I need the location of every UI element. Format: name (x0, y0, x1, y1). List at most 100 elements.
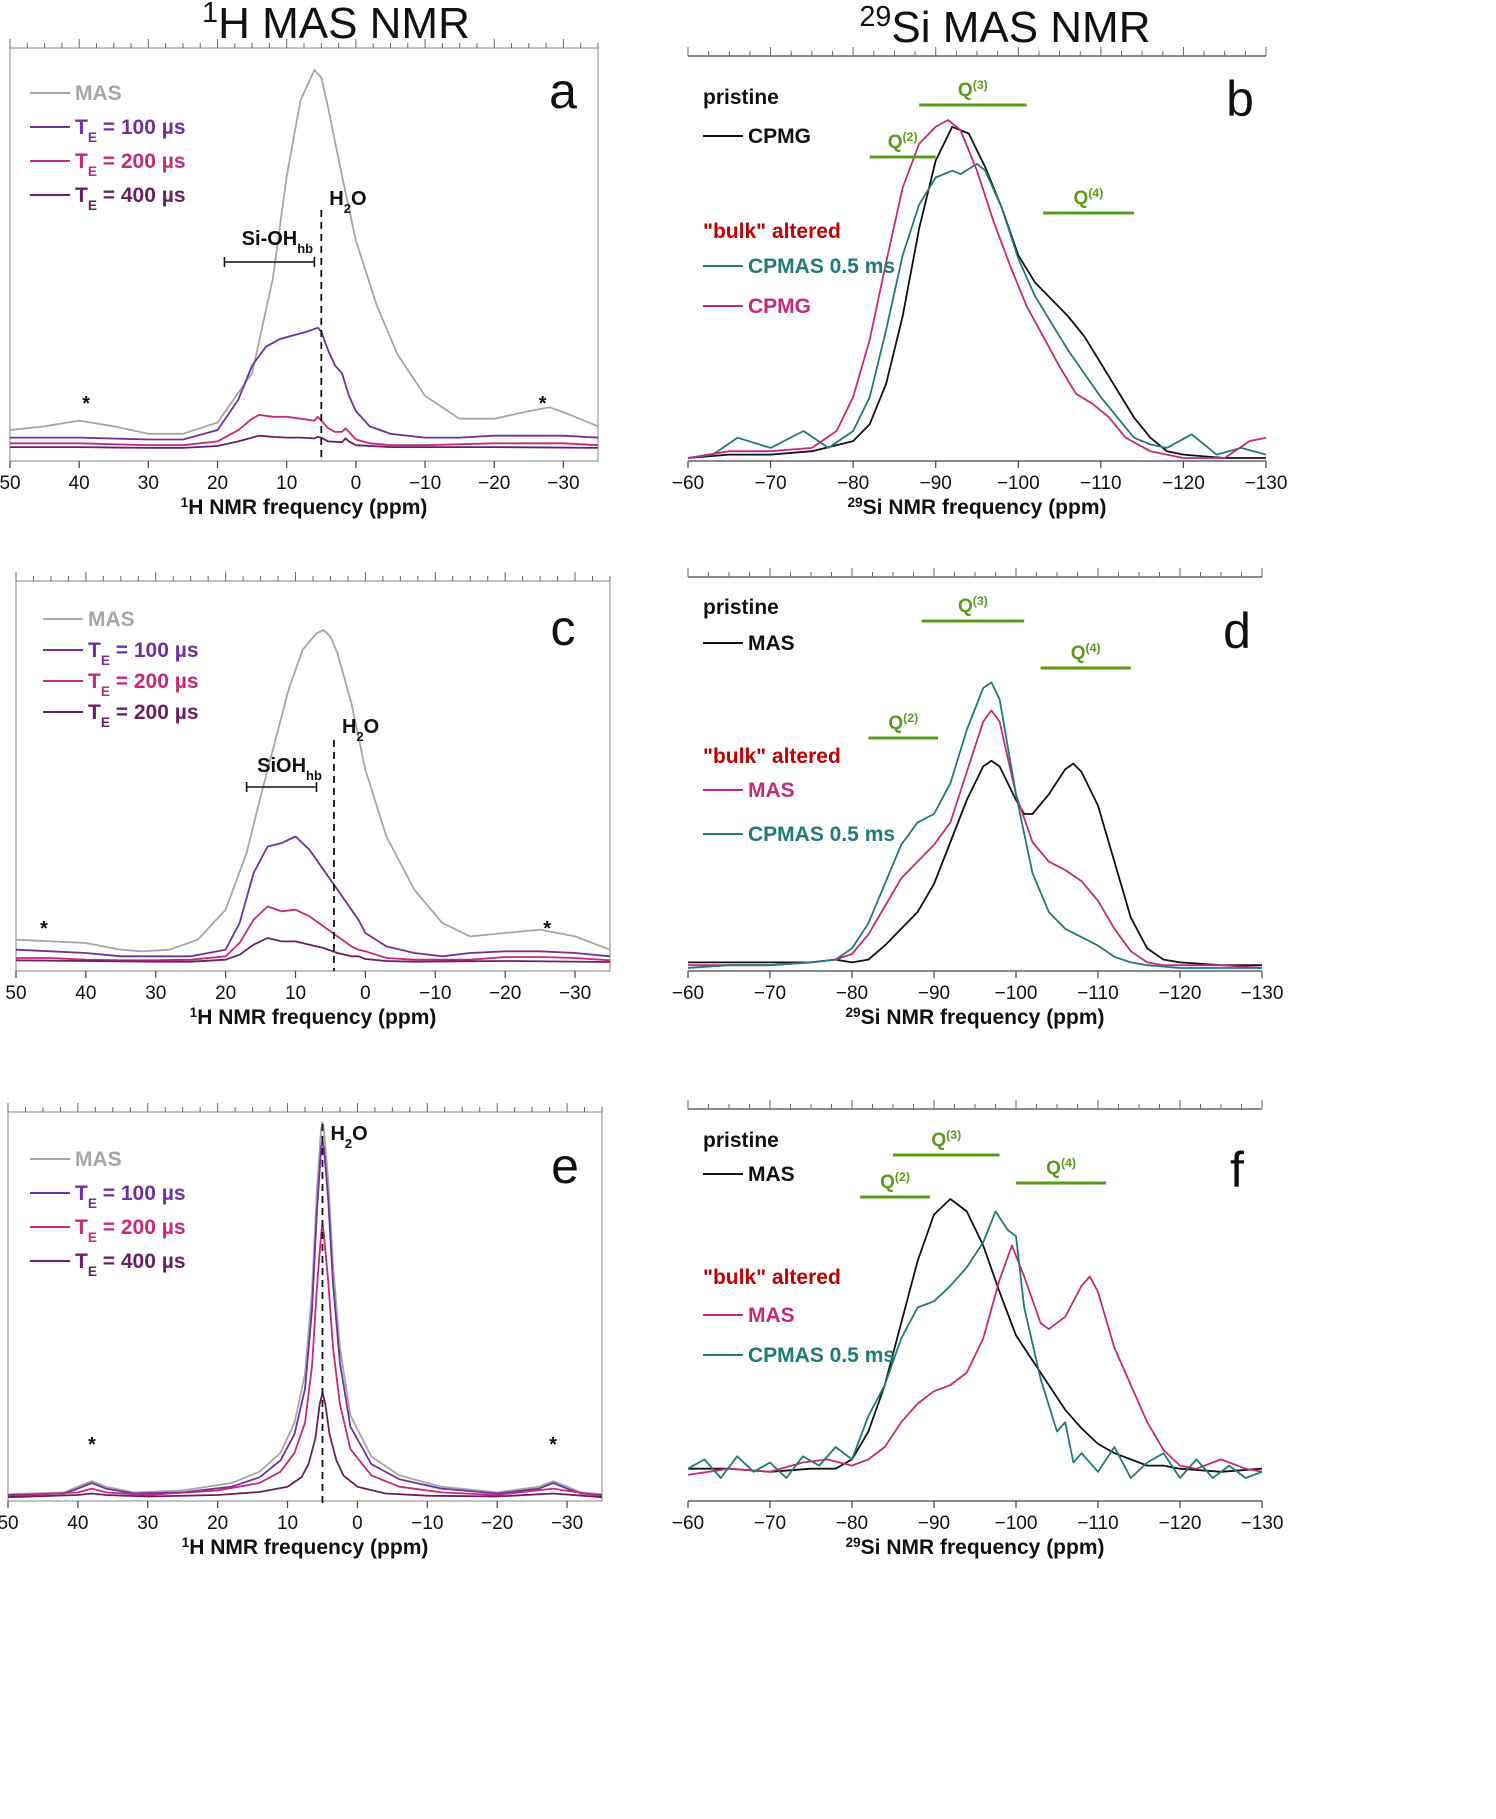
series-line-bulk-altered-cpmas-0-5-ms (687, 163, 1267, 459)
series-line-te-100-s (15, 835, 611, 958)
legend: pristine MAS "bulk" altered MAS CPMAS 0.5 ms (703, 1129, 895, 1367)
x-tick-label: 20 (207, 473, 228, 494)
legend-label: TE = 100 µs (75, 1182, 186, 1211)
annotations: H2O * * (88, 1123, 557, 1506)
panel-letter: c (551, 600, 576, 656)
series-group (687, 119, 1267, 459)
panel-e: 50 40 30 20 10 0 −10 −20 −30 1H NMR frequency (pp… (0, 1103, 603, 1559)
x-tick-label: −60 (672, 1513, 704, 1534)
series-line-te-400-s (7, 1391, 603, 1499)
x-tick-label: −80 (836, 1513, 868, 1534)
x-tick-label: −30 (551, 1513, 583, 1534)
title-29si: 29Si MAS NMR (860, 1, 1151, 52)
q-band-label: Q(4) (1074, 186, 1104, 209)
q-band-label: Q(4) (1071, 641, 1101, 664)
x-tick-label: −30 (559, 983, 591, 1004)
series-group (687, 681, 1263, 969)
legend-heading: "bulk" altered (703, 1266, 841, 1289)
legend-label: CPMG (748, 125, 811, 148)
q-band-label: Q(3) (931, 1128, 961, 1151)
x-tick-label: −130 (1241, 983, 1284, 1004)
series-line-te-200-s-2- (15, 937, 611, 963)
spinning-sideband-star: * (549, 1434, 557, 1456)
series-line-bulk-altered-cpmg (687, 119, 1267, 459)
legend: MAS TE = 100 µs TE = 200 µs TE = 400 µs (30, 1148, 186, 1279)
legend-heading: "bulk" altered (703, 220, 841, 243)
legend: pristine CPMG "bulk" altered CPMAS 0.5 ms CP… (703, 86, 895, 318)
silanol-label: SiOHhb (257, 755, 322, 783)
x-tick-label: −20 (489, 983, 521, 1004)
panel-letter: a (549, 63, 577, 119)
x-tick-label: −110 (1080, 473, 1121, 494)
legend-label: TE = 400 µs (75, 184, 186, 213)
series-line-te-200-s-1- (16, 905, 611, 962)
x-tick-label: −120 (1159, 1513, 1202, 1534)
column-titles: 1H MAS NMR 29Si MAS NMR (202, 0, 1150, 52)
legend-heading: pristine (703, 1129, 779, 1152)
x-tick-label: −130 (1245, 473, 1288, 494)
series-line-pristine-mas (688, 1198, 1263, 1473)
series-line-te-400-s (10, 434, 599, 449)
q-band-label: Q(2) (888, 711, 918, 734)
x-tick-label: −10 (409, 473, 441, 494)
panel-letter: b (1226, 71, 1254, 127)
x-tick-label: −70 (754, 473, 786, 494)
legend-label: TE = 400 µs (75, 1250, 186, 1279)
x-tick-label: 50 (0, 473, 21, 494)
series-line-mas (15, 629, 611, 953)
series-line-pristine-mas (688, 759, 1262, 967)
series-line-pristine-cpmg (687, 125, 1266, 459)
water-label: H2O (342, 716, 379, 744)
series-group (9, 69, 599, 449)
x-tick-label: 40 (69, 473, 90, 494)
legend-label: CPMG (748, 295, 811, 318)
legend-label: TE = 200 µs (75, 1216, 186, 1245)
x-tick-label: 50 (0, 1513, 19, 1534)
legend-heading: pristine (703, 596, 779, 619)
q-band-label: Q(4) (1046, 1156, 1076, 1179)
panel-letter: e (551, 1138, 579, 1194)
x-tick-label: −120 (1159, 983, 1202, 1004)
x-tick-label: 30 (137, 1513, 158, 1534)
x-axis-label: 29Si NMR frequency (ppm) (845, 1005, 1104, 1030)
x-tick-label: 20 (215, 983, 236, 1004)
q-band-label: Q(3) (958, 594, 988, 617)
annotations: Q(2) Q(3) Q(4) (868, 594, 1131, 740)
series-line-mas (7, 1121, 603, 1496)
spinning-sideband-star: * (539, 393, 547, 415)
q-band-label: Q(2) (880, 1170, 910, 1193)
annotations: Q(2) Q(3) Q(4) (869, 78, 1134, 215)
title-1h: 1H MAS NMR (202, 0, 470, 48)
legend-heading: pristine (703, 86, 779, 109)
x-tick-label: 30 (145, 983, 166, 1004)
panel-c: 50 40 30 20 10 0 −10 −20 −30 1H NMR frequency (pp… (5, 572, 611, 1029)
x-tick-label: 40 (75, 983, 96, 1004)
water-label: H2O (329, 188, 366, 216)
x-tick-label: 40 (67, 1513, 88, 1534)
x-tick-label: 0 (352, 1513, 363, 1534)
series-group (15, 629, 611, 963)
series-line-te-200-s (10, 414, 599, 447)
x-tick-label: −20 (481, 1513, 513, 1534)
legend-label: MAS (75, 1148, 122, 1171)
legend-label: CPMAS 0.5 ms (748, 823, 895, 846)
legend: MAS TE = 100 µs TE = 200 µs TE = 400 µs (30, 82, 186, 213)
series-line-te-100-s (7, 1139, 603, 1496)
spinning-sideband-star: * (88, 1434, 96, 1456)
legend-label: TE = 200 µs (88, 670, 199, 699)
series-line-bulk-altered-cpmas-0-5-ms (687, 1210, 1263, 1479)
panel-letter: d (1223, 603, 1251, 659)
x-tick-label: −60 (672, 473, 704, 494)
x-tick-label: −100 (995, 983, 1038, 1004)
x-tick-label: 10 (276, 473, 297, 494)
series-line-te-100-s (10, 326, 599, 441)
series-line-te-200-s (7, 1222, 603, 1497)
legend: pristine MAS "bulk" altered MAS CPMAS 0.5 ms (703, 596, 895, 846)
annotations: H2O SiOHhb * * (40, 716, 551, 971)
x-tick-label: −10 (411, 1513, 443, 1534)
x-tick-label: 10 (277, 1513, 298, 1534)
panel-f: −60 −70 −80 −90 −100 −110 −120 −130 29Si NMR fre… (672, 1100, 1283, 1559)
panel-d: −60 −70 −80 −90 −100 −110 −120 −130 29Si NMR fre… (672, 568, 1284, 1030)
x-tick-label: −30 (547, 473, 579, 494)
